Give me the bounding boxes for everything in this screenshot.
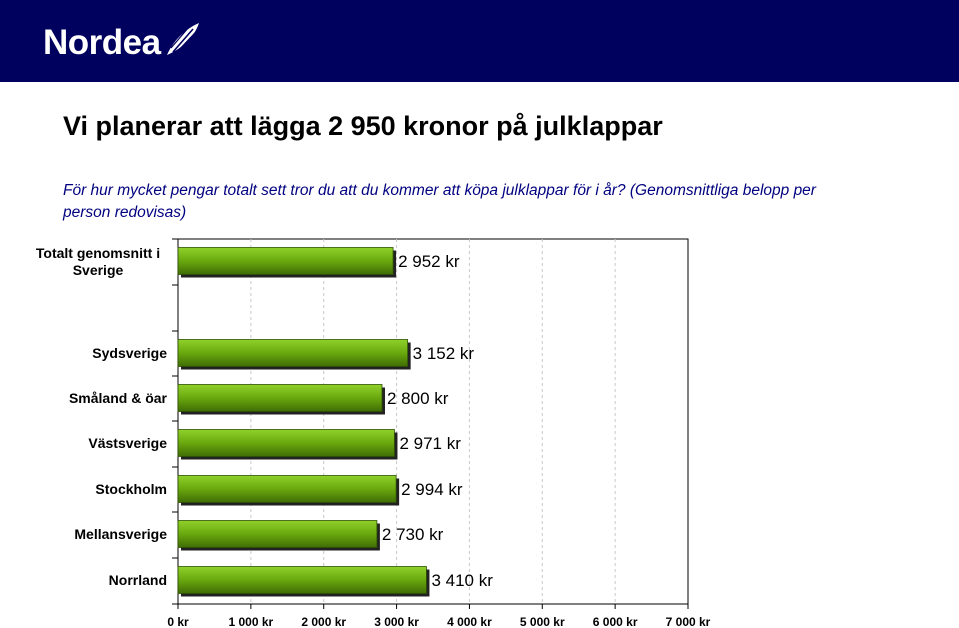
bar: [177, 566, 427, 594]
survey-question: För hur mycket pengar totalt sett tror d…: [63, 182, 816, 221]
x-tick-label: 2 000 kr: [301, 615, 346, 628]
x-tick-label: 5 000 kr: [520, 615, 565, 628]
bar-value-label: 2 952 kr: [398, 252, 460, 271]
x-tick-label: 7 000 kr: [666, 615, 711, 628]
bar-value-label: 2 730 kr: [382, 525, 444, 544]
x-tick-label: 1 000 kr: [228, 615, 273, 628]
x-tick-label: 0 kr: [167, 615, 189, 628]
bar: [177, 339, 409, 367]
x-tick-label: 3 000 kr: [374, 615, 419, 628]
bar-value-label: 2 994 kr: [401, 480, 463, 499]
logo-wordmark: Nordea: [43, 23, 161, 62]
bar: [177, 247, 394, 275]
category-label: Mellansverige: [74, 526, 167, 542]
category-label: Totalt genomsnitt i Sverige: [35, 245, 161, 278]
bar: [177, 520, 378, 548]
bar-value-label: 3 152 kr: [413, 344, 475, 363]
nordea-logo: Nordea: [43, 18, 203, 68]
bar: [177, 384, 383, 412]
header-bar: Nordea: [0, 0, 959, 82]
bar-value-label: 2 800 kr: [387, 389, 449, 408]
bar-value-label: 2 971 kr: [399, 434, 461, 453]
category-label: Sydsverige: [92, 345, 167, 361]
bar: [177, 475, 397, 503]
category-label: Småland & öar: [68, 390, 167, 406]
category-label: Västsverige: [88, 435, 167, 451]
sail-icon: [166, 23, 199, 55]
bar-value-label: 3 410 kr: [431, 571, 493, 590]
x-tick-label: 6 000 kr: [593, 615, 638, 628]
category-label: Stockholm: [95, 481, 167, 497]
x-tick-label: 4 000 kr: [447, 615, 492, 628]
category-label: Norrland: [108, 572, 167, 588]
slide-title: Vi planerar att lägga 2 950 kronor på ju…: [63, 111, 663, 141]
bar: [177, 429, 395, 457]
